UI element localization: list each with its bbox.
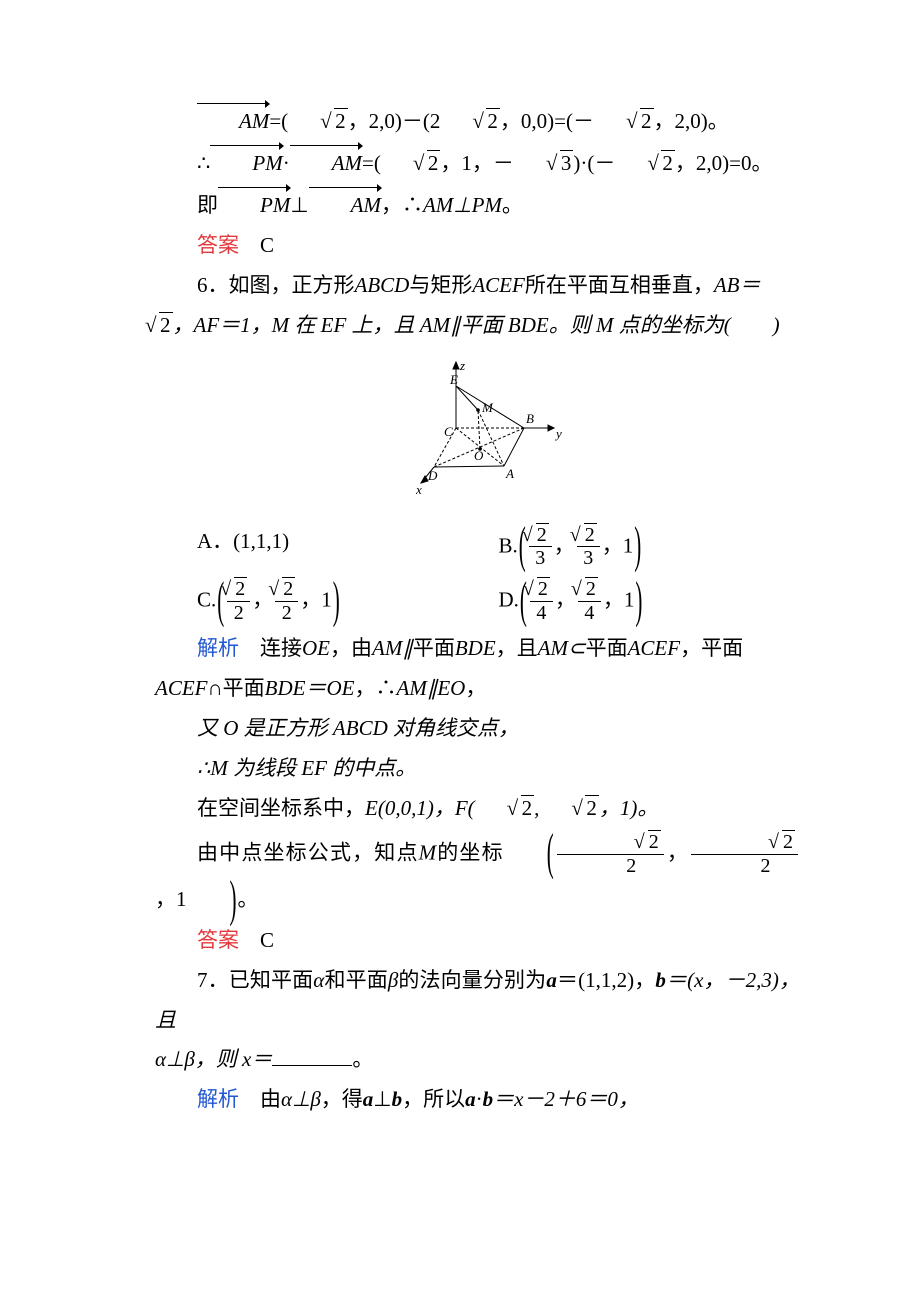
q6-diagram: E M C B O D A x y z bbox=[155, 356, 800, 510]
q5-answer-value: C bbox=[260, 233, 274, 257]
answer-label: 答案 bbox=[197, 233, 239, 257]
q7-analysis: 解析 由α⊥β，得a⊥b，所以a·b＝x－2＋6＝0， bbox=[155, 1080, 800, 1120]
q6-answer: 答案 C bbox=[155, 921, 800, 961]
q6-answer-value: C bbox=[260, 928, 274, 952]
svg-text:x: x bbox=[415, 482, 422, 496]
svg-text:M: M bbox=[481, 400, 494, 415]
svg-text:y: y bbox=[554, 426, 562, 441]
q5-answer: 答案 C bbox=[155, 226, 800, 266]
q6-stem-2: √2，AF＝1，M 在 EF 上，且 AM∥平面 BDE。则 M 点的坐标为( … bbox=[155, 306, 800, 346]
analysis-label-2: 解析 bbox=[197, 1087, 239, 1111]
vec-am: AM bbox=[239, 109, 269, 133]
q6-option-b: B.(√23，√23，1) bbox=[499, 522, 801, 573]
vec-am-2: AM bbox=[332, 151, 362, 175]
q6-option-c: C.(√22，√22，1) bbox=[197, 576, 499, 627]
q7-stem: 7．已知平面α和平面β的法向量分别为a＝(1,1,2)，b＝(x，－2,3)，且 bbox=[155, 961, 800, 1041]
q6-analysis-6: 由中点坐标公式，知点M的坐标(√22，√22，1)。 bbox=[155, 829, 800, 921]
svg-text:A: A bbox=[505, 466, 514, 481]
q6-option-a: A．(1,1,1) bbox=[197, 522, 499, 573]
svg-text:z: z bbox=[459, 358, 465, 373]
q6-analysis-4: ∴M 为线段 EF 的中点。 bbox=[155, 749, 800, 789]
q6-analysis-5: 在空间坐标系中，E(0,0,1)，F(√2,√2，1)。 bbox=[155, 789, 800, 829]
q5-line3: 即PM⊥AM，∴AM⊥PM。 bbox=[155, 184, 800, 226]
fill-blank bbox=[272, 1065, 352, 1066]
q6-analysis-2: ACEF∩平面BDE＝OE，∴AM∥EO， bbox=[155, 669, 800, 709]
page: AM=(√2，2,0)－(2√2，0,0)=(－√2，2,0)。 ∴PM·AM=… bbox=[0, 0, 920, 1302]
q5-line2: ∴PM·AM=(√2，1，－√3)·(－√2，2,0)=0。 bbox=[155, 142, 800, 184]
svg-text:C: C bbox=[444, 424, 453, 439]
q6-analysis-3: 又 O 是正方形 ABCD 对角线交点， bbox=[155, 709, 800, 749]
svg-text:B: B bbox=[526, 411, 534, 426]
vec-pm: PM bbox=[252, 151, 282, 175]
svg-text:D: D bbox=[427, 468, 438, 483]
q6-option-d: D.(√24，√24，1) bbox=[499, 576, 801, 627]
q6-options: A．(1,1,1) B.(√23，√23，1) C.(√22，√22，1) D.… bbox=[155, 520, 800, 630]
svg-text:O: O bbox=[474, 448, 484, 463]
q5-line1: AM=(√2，2,0)－(2√2，0,0)=(－√2，2,0)。 bbox=[155, 100, 800, 142]
svg-text:E: E bbox=[449, 372, 458, 387]
q6-analysis-1: 解析 连接OE，由AM∥平面BDE，且AM⊂平面ACEF，平面 bbox=[155, 629, 800, 669]
q6-stem: 6．如图，正方形ABCD与矩形ACEF所在平面互相垂直，AB＝ bbox=[155, 266, 800, 306]
q7-stem-2: α⊥β，则 x＝。 bbox=[155, 1040, 800, 1080]
